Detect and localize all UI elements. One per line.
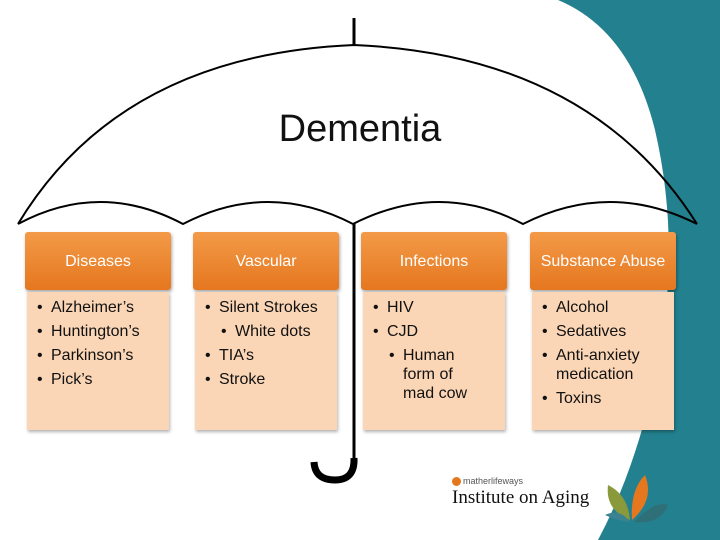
category-header: Infections	[361, 232, 507, 290]
umbrella-scallops	[17, 201, 698, 226]
category-infections: Infections HIV CJD Human form of mad cow	[361, 232, 507, 430]
category-list: HIV CJD Human form of mad cow	[363, 292, 505, 430]
list-item: Sedatives	[542, 322, 670, 341]
logo-brand-small: matherlifeways	[463, 476, 524, 486]
category-header: Substance Abuse	[530, 232, 676, 290]
list-item: TIA’s	[205, 346, 333, 365]
list-item: Huntington’s	[37, 322, 165, 341]
list-item: HIV	[373, 298, 501, 317]
list-item: Stroke	[205, 370, 333, 389]
list-item: Alcohol	[542, 298, 670, 317]
category-diseases: Diseases Alzheimer’s Huntington’s Parkin…	[25, 232, 171, 430]
logo-brand-main: Institute on Aging	[452, 487, 590, 508]
list-item: Anti-anxiety medication	[542, 346, 670, 384]
list-subitem: Human form of mad cow	[389, 346, 475, 403]
list-item: Toxins	[542, 389, 670, 408]
list-item: Alzheimer’s	[37, 298, 165, 317]
category-substance-abuse: Substance Abuse Alcohol Sedatives Anti-a…	[530, 232, 676, 430]
category-list: Silent Strokes White dots TIA’s Stroke	[195, 292, 337, 430]
category-header: Vascular	[193, 232, 339, 290]
institute-logo: matherlifeways Institute on Aging	[452, 476, 589, 509]
category-header: Diseases	[25, 232, 171, 290]
list-item: Parkinson’s	[37, 346, 165, 365]
logo-dot-icon	[452, 476, 461, 486]
page-title: Dementia	[278, 108, 442, 150]
list-item: Silent Strokes	[205, 298, 333, 317]
list-item: Pick’s	[37, 370, 165, 389]
category-list: Alcohol Sedatives Anti-anxiety medicatio…	[532, 292, 674, 430]
umbrella-handle	[310, 457, 358, 484]
leaves-icon	[605, 475, 668, 523]
teal-corner-decoration	[558, 0, 720, 540]
list-subitem: White dots	[221, 322, 333, 341]
category-list: Alzheimer’s Huntington’s Parkinson’s Pic…	[27, 292, 169, 430]
list-item: CJD	[373, 322, 501, 341]
category-vascular: Vascular Silent Strokes White dots TIA’s…	[193, 232, 339, 430]
